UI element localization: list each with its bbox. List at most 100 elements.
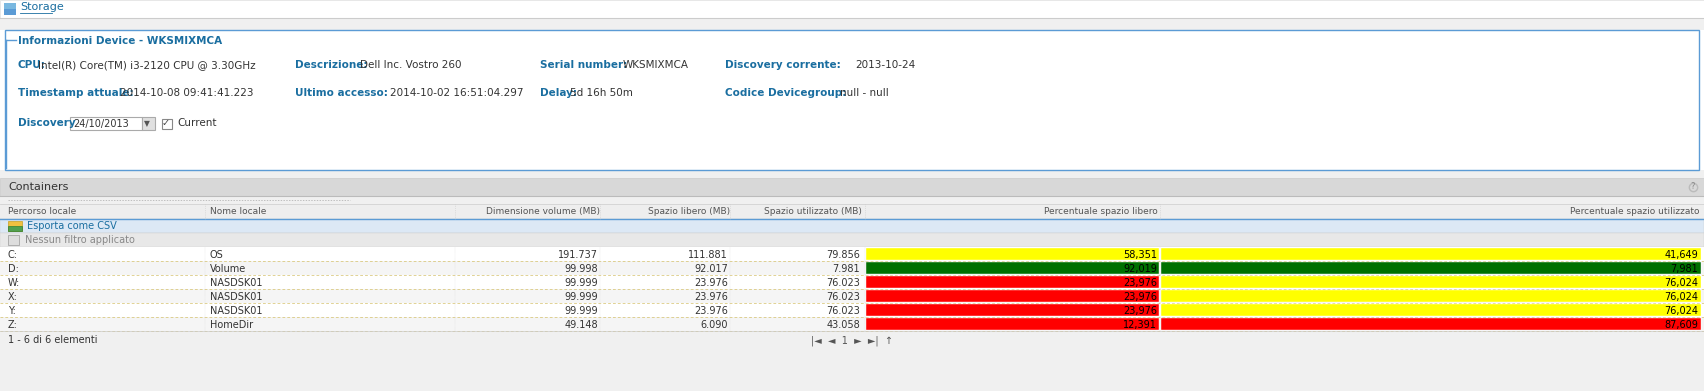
Text: 2014-10-02 16:51:04.297: 2014-10-02 16:51:04.297 [390, 88, 523, 98]
Text: Percentuale spazio libero: Percentuale spazio libero [1045, 207, 1159, 216]
Bar [866, 290, 1159, 302]
Text: 23.976: 23.976 [694, 292, 728, 302]
Bar [0, 170, 1704, 178]
Text: 49.148: 49.148 [564, 320, 598, 330]
Text: Containers: Containers [9, 182, 68, 192]
Bar [0, 204, 1704, 219]
Text: 43.058: 43.058 [826, 320, 861, 330]
Text: ✓: ✓ [162, 118, 170, 128]
Text: D:: D: [9, 264, 19, 274]
Bar [0, 178, 1704, 391]
Bar [1160, 248, 1701, 260]
Text: Descrizione:: Descrizione: [295, 60, 368, 70]
Text: Intel(R) Core(TM) i3-2120 CPU @ 3.30GHz: Intel(R) Core(TM) i3-2120 CPU @ 3.30GHz [37, 60, 256, 70]
Text: Nessun filtro applicato: Nessun filtro applicato [26, 235, 135, 245]
Text: OS: OS [210, 250, 223, 260]
Text: |◄  ◄  1  ►  ►|  ↑: |◄ ◄ 1 ► ►| ↑ [811, 335, 893, 346]
Text: null - null: null - null [840, 88, 889, 98]
Bar [0, 219, 1704, 233]
Text: 2014-10-08 09:41:41.223: 2014-10-08 09:41:41.223 [119, 88, 254, 98]
Text: 41,649: 41,649 [1665, 250, 1697, 260]
Text: W:: W: [9, 278, 20, 288]
Text: 23,976: 23,976 [1123, 278, 1157, 288]
Text: 99.998: 99.998 [564, 264, 598, 274]
Bar [9, 226, 22, 231]
Text: Dell Inc. Vostro 260: Dell Inc. Vostro 260 [360, 60, 462, 70]
Text: 191.737: 191.737 [557, 250, 598, 260]
Text: 87,609: 87,609 [1665, 320, 1697, 330]
Text: 7,981: 7,981 [1670, 264, 1697, 274]
Text: 24/10/2013: 24/10/2013 [73, 119, 130, 129]
Text: 92,019: 92,019 [1123, 264, 1157, 274]
Text: CPU:: CPU: [19, 60, 46, 70]
Text: Dimensione volume (MB): Dimensione volume (MB) [486, 207, 600, 216]
Bar [0, 275, 1704, 289]
Text: Delay:: Delay: [540, 88, 578, 98]
Text: C:: C: [9, 250, 19, 260]
Text: Esporta come CSV: Esporta come CSV [27, 221, 118, 231]
Bar [866, 276, 1159, 288]
Bar [5, 30, 1699, 170]
Text: Percorso locale: Percorso locale [9, 207, 77, 216]
Text: 2013-10-24: 2013-10-24 [855, 60, 915, 70]
Text: 58,351: 58,351 [1123, 250, 1157, 260]
Bar [1160, 276, 1701, 288]
Bar [0, 18, 1704, 30]
Text: 76.023: 76.023 [826, 306, 861, 316]
Text: Codice Devicegroup:: Codice Devicegroup: [724, 88, 847, 98]
Bar [1160, 304, 1701, 316]
Bar [0, 0, 1704, 18]
Bar [866, 318, 1159, 330]
Text: 99.999: 99.999 [564, 292, 598, 302]
Text: Z:: Z: [9, 320, 17, 330]
Bar [0, 331, 1704, 391]
Text: X:: X: [9, 292, 17, 302]
Bar [1160, 318, 1701, 330]
Bar [0, 261, 1704, 275]
Bar [9, 221, 22, 231]
Text: 12,391: 12,391 [1123, 320, 1157, 330]
Text: Volume: Volume [210, 264, 247, 274]
Bar [0, 247, 1704, 261]
Text: 1 - 6 di 6 elementi: 1 - 6 di 6 elementi [9, 335, 97, 345]
Text: 76,024: 76,024 [1665, 292, 1697, 302]
Bar [0, 303, 1704, 317]
Text: Ultimo accesso:: Ultimo accesso: [295, 88, 389, 98]
Bar [0, 178, 1704, 196]
Text: 111.881: 111.881 [688, 250, 728, 260]
Text: 76,024: 76,024 [1665, 306, 1697, 316]
Text: Spazio utilizzato (MB): Spazio utilizzato (MB) [763, 207, 862, 216]
Bar [0, 289, 1704, 303]
Text: ▼: ▼ [145, 119, 150, 128]
Text: 6.090: 6.090 [700, 320, 728, 330]
Bar [3, 3, 15, 15]
Text: 76,024: 76,024 [1665, 278, 1697, 288]
Text: HomeDir: HomeDir [210, 320, 254, 330]
Bar [162, 119, 172, 129]
Text: 23,976: 23,976 [1123, 292, 1157, 302]
Bar [866, 262, 1159, 274]
Text: ?: ? [1690, 182, 1694, 191]
Text: NASDSK01: NASDSK01 [210, 278, 262, 288]
Bar [0, 233, 1704, 247]
Text: Y:: Y: [9, 306, 15, 316]
Text: 23.976: 23.976 [694, 278, 728, 288]
Text: 5d 16h 50m: 5d 16h 50m [571, 88, 632, 98]
Bar [141, 117, 155, 130]
Bar [0, 317, 1704, 331]
Bar [9, 235, 19, 245]
Text: 99.999: 99.999 [564, 278, 598, 288]
Text: 79.856: 79.856 [826, 250, 861, 260]
Text: Informazioni Device - WKSMIXMCA: Informazioni Device - WKSMIXMCA [19, 36, 222, 46]
Text: Timestamp attuale:: Timestamp attuale: [19, 88, 133, 98]
Text: 23.976: 23.976 [694, 306, 728, 316]
Text: NASDSK01: NASDSK01 [210, 292, 262, 302]
Text: Spazio libero (MB): Spazio libero (MB) [648, 207, 729, 216]
Bar [3, 3, 15, 9]
Text: 76.023: 76.023 [826, 278, 861, 288]
Text: Discovery corrente:: Discovery corrente: [724, 60, 840, 70]
Text: Current: Current [177, 118, 216, 128]
Text: 76.023: 76.023 [826, 292, 861, 302]
Bar [866, 248, 1159, 260]
Text: Nome locale: Nome locale [210, 207, 266, 216]
